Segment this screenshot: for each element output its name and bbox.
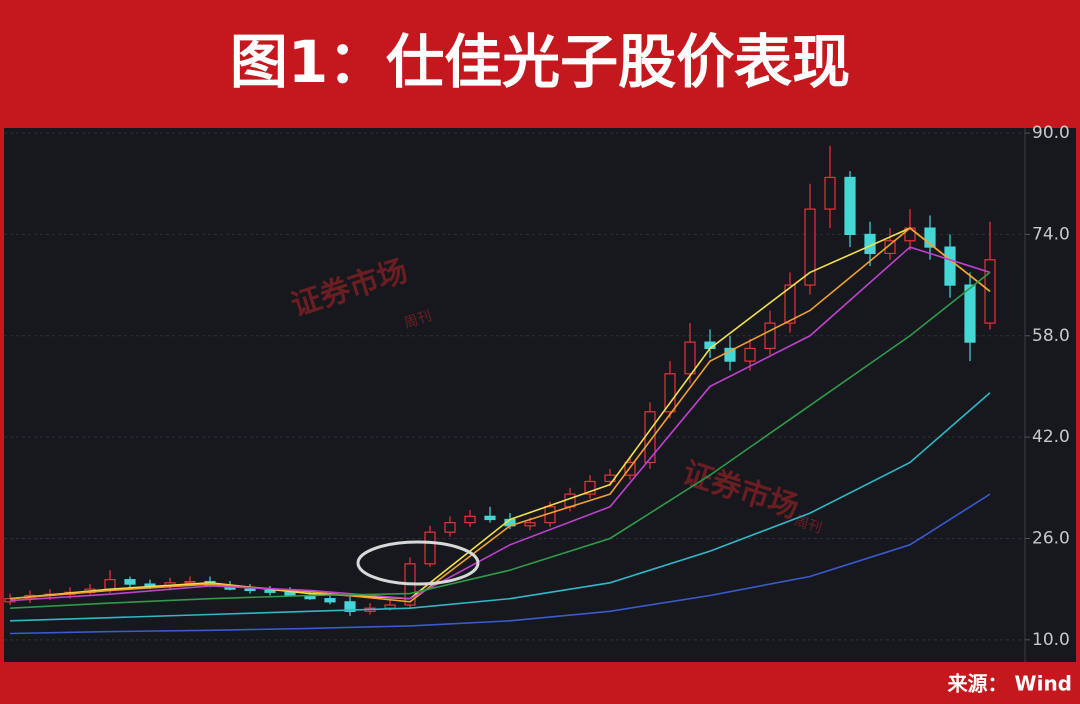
ma-line	[9, 271, 991, 609]
plot-bg	[4, 128, 1076, 662]
candle-body	[764, 322, 776, 350]
source: 来源： Wind	[947, 672, 1072, 696]
ma-line	[9, 227, 991, 603]
candle-body	[684, 341, 696, 375]
candle-body	[424, 531, 436, 565]
y-tick-label: 10.0	[1032, 630, 1070, 650]
candle-body	[804, 208, 816, 286]
ma-line	[9, 246, 991, 602]
candle-body	[244, 588, 256, 592]
ma-line	[9, 227, 991, 600]
candle-body	[824, 176, 836, 210]
candle-body	[784, 284, 796, 324]
candle-body	[184, 580, 196, 584]
candle-body	[344, 601, 356, 612]
y-tick-label: 26.0	[1032, 528, 1070, 548]
marks: 10.0 26.0 42.0 58.0 74.0 90.0	[4, 123, 1070, 650]
candle-body	[324, 598, 336, 603]
candle-body	[924, 227, 936, 248]
candle-body	[844, 176, 856, 236]
candle-body	[744, 347, 756, 362]
title: 图1：仕佳光子股价表现	[230, 28, 850, 96]
y-tick-label: 74.0	[1032, 224, 1070, 244]
highlight-ellipse	[356, 540, 480, 586]
candle-body	[884, 240, 896, 255]
candle-body	[664, 373, 676, 413]
candle-body	[944, 246, 956, 286]
header-band	[0, 0, 1080, 128]
candle-body	[104, 579, 116, 590]
footer-band	[0, 662, 1080, 704]
ma-line	[9, 493, 991, 635]
candle-body	[124, 579, 136, 585]
candle-body	[284, 591, 296, 597]
candle-body	[444, 522, 456, 533]
candle-body	[264, 589, 276, 593]
candle-body	[524, 522, 536, 527]
candle-body	[584, 480, 596, 495]
ma-line	[9, 392, 991, 622]
y-tick-label: 90.0	[1032, 123, 1070, 143]
candle-body	[484, 515, 496, 521]
candle-body	[384, 604, 396, 609]
candle-body	[464, 515, 476, 524]
y-tick-label: 42.0	[1032, 427, 1070, 447]
candle-body	[964, 284, 976, 343]
y-tick-label: 58.0	[1032, 326, 1070, 346]
candle-body	[724, 347, 736, 362]
